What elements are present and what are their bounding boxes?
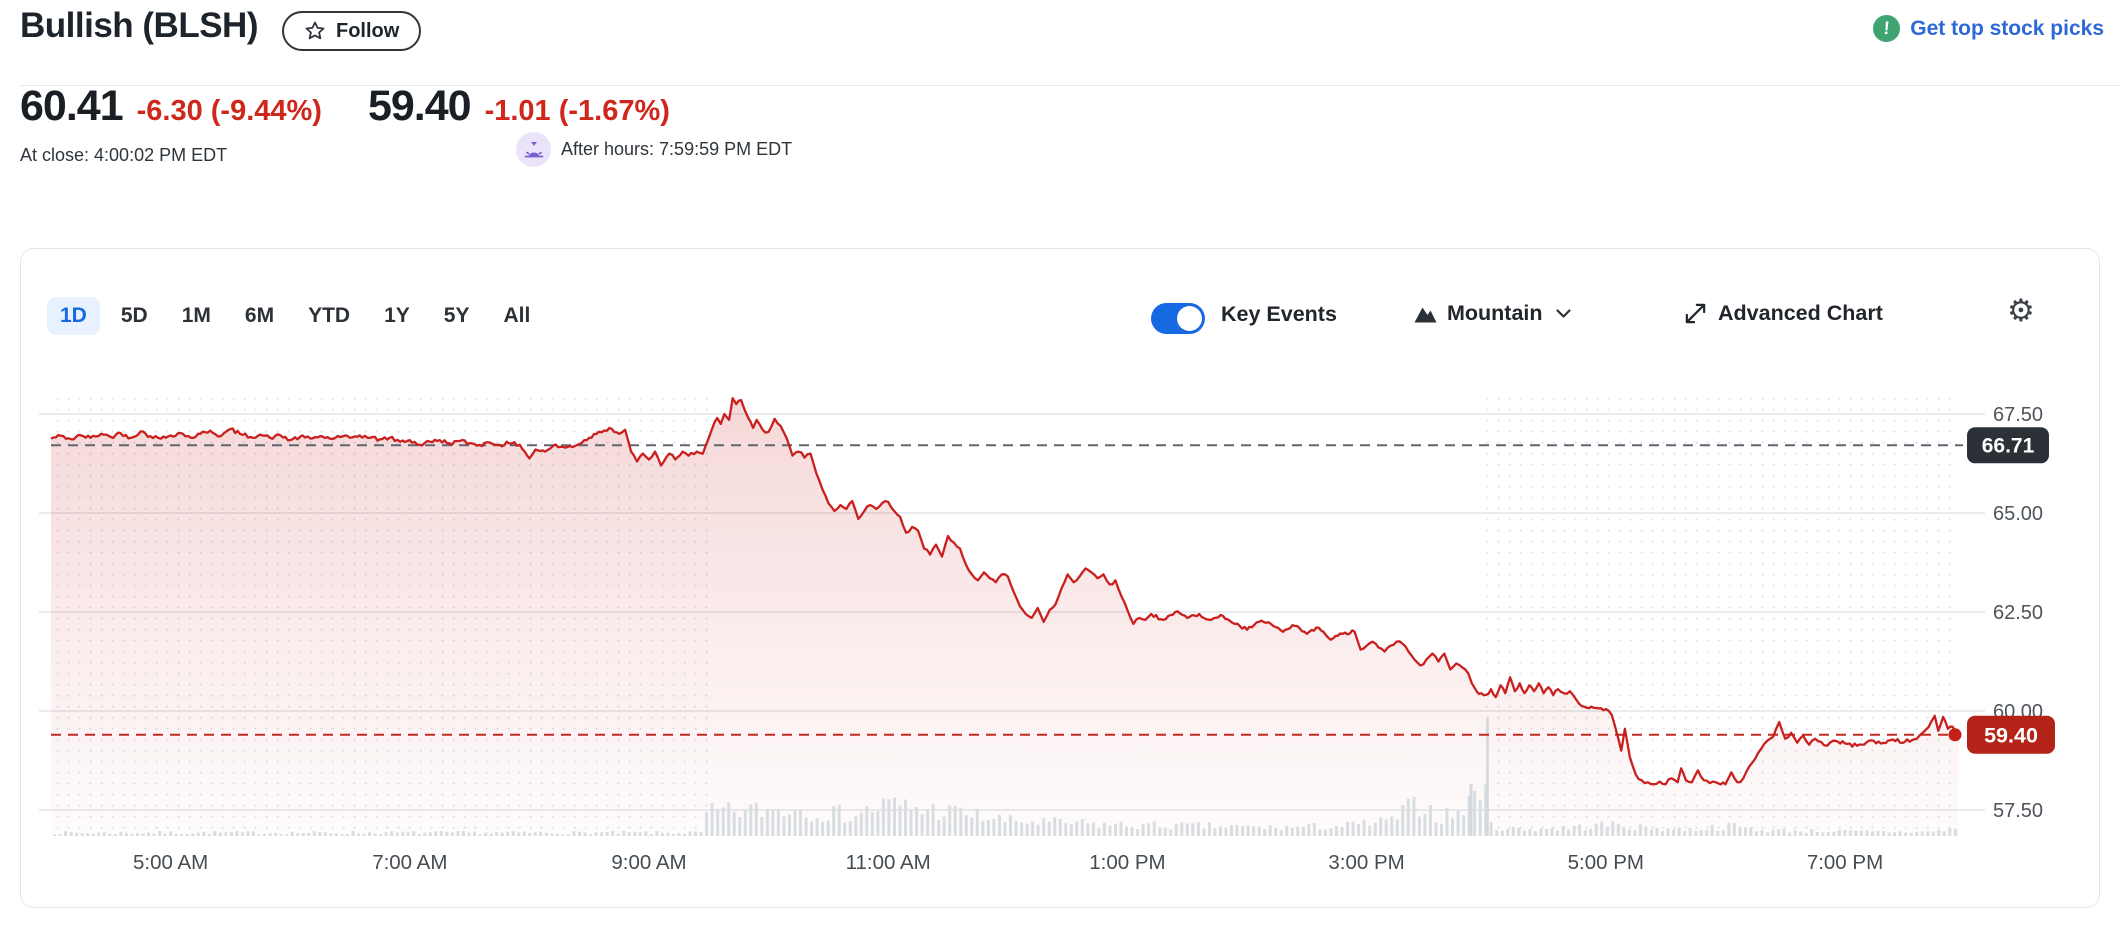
tab-ytd[interactable]: YTD bbox=[308, 304, 351, 327]
last-price-dot bbox=[1948, 728, 1962, 742]
price-line bbox=[50, 397, 1960, 786]
svg-text:67.50: 67.50 bbox=[1993, 404, 2043, 426]
range-tabs: 1D 5D 1M 6M YTD 1Y 5Y All bbox=[47, 297, 543, 335]
chart-type-label: Mountain bbox=[1447, 301, 1543, 325]
regular-price: 60.41 bbox=[20, 82, 124, 130]
svg-text:3:00 PM: 3:00 PM bbox=[1328, 851, 1404, 874]
svg-text:7:00 AM: 7:00 AM bbox=[372, 851, 447, 874]
expand-arrows-icon bbox=[1683, 301, 1708, 326]
mountain-icon bbox=[1413, 303, 1438, 324]
advanced-chart-button[interactable]: Advanced Chart bbox=[1683, 301, 1883, 326]
volume-bars bbox=[53, 718, 1957, 836]
after-hours-label: After hours: 7:59:59 PM EDT bbox=[561, 139, 793, 159]
price-row: 60.41 -6.30 (-9.44%) 59.40 -1.01 (-1.67%… bbox=[20, 82, 670, 131]
tab-6m[interactable]: 6M bbox=[244, 304, 275, 327]
tab-1y[interactable]: 1Y bbox=[384, 304, 410, 327]
gear-icon[interactable]: ⚙ bbox=[2007, 293, 2035, 329]
key-events-toggle[interactable] bbox=[1151, 303, 1205, 334]
svg-text:11:00 AM: 11:00 AM bbox=[846, 851, 931, 874]
tab-all[interactable]: All bbox=[503, 304, 531, 327]
previous-close-badge: 66.71 bbox=[1967, 427, 2049, 464]
chevron-down-icon bbox=[1555, 308, 1572, 319]
area-fill bbox=[51, 398, 1959, 836]
after-hours-session: After hours: 7:59:59 PM EDT bbox=[516, 132, 792, 167]
svg-text:62.50: 62.50 bbox=[1993, 602, 2043, 624]
at-close-label: At close: 4:00:02 PM EDT bbox=[20, 144, 228, 165]
svg-text:57.50: 57.50 bbox=[1993, 800, 2043, 822]
star-icon bbox=[304, 20, 326, 42]
key-events-label: Key Events bbox=[1221, 302, 1337, 326]
svg-text:5:00 AM: 5:00 AM bbox=[133, 851, 208, 874]
chart-type-dropdown[interactable]: Mountain bbox=[1413, 301, 1572, 326]
svg-text:9:00 AM: 9:00 AM bbox=[611, 851, 686, 874]
advanced-chart-label: Advanced Chart bbox=[1718, 301, 1883, 325]
svg-text:65.00: 65.00 bbox=[1993, 503, 2043, 525]
after-hours-change: -1.01 (-1.67%) bbox=[484, 95, 670, 127]
header-divider bbox=[20, 85, 2120, 86]
toggle-knob bbox=[1177, 306, 1202, 331]
tab-5d[interactable]: 5D bbox=[120, 304, 148, 327]
tab-5y[interactable]: 5Y bbox=[443, 304, 470, 327]
tab-1d[interactable]: 1D bbox=[47, 297, 100, 335]
svg-text:66.71: 66.71 bbox=[1982, 434, 2035, 457]
follow-button[interactable]: Follow bbox=[282, 11, 422, 51]
chart-card: 1D 5D 1M 6M YTD 1Y 5Y All Key Events Mou… bbox=[20, 248, 2100, 908]
last-price-badge: 59.40 bbox=[1967, 715, 2055, 754]
svg-text:7:00 PM: 7:00 PM bbox=[1807, 851, 1883, 874]
svg-text:59.40: 59.40 bbox=[1984, 723, 2038, 747]
svg-text:5:00 PM: 5:00 PM bbox=[1568, 851, 1644, 874]
svg-text:1:00 PM: 1:00 PM bbox=[1089, 851, 1165, 874]
regular-change: -6.30 (-9.44%) bbox=[136, 95, 322, 127]
moon-sunset-icon bbox=[516, 132, 551, 167]
stock-picks-icon: ! bbox=[1871, 13, 1902, 44]
page-title: Bullish (BLSH) bbox=[20, 6, 258, 45]
get-top-stock-picks-link[interactable]: ! Get top stock picks bbox=[1871, 13, 2104, 44]
after-hours-price: 59.40 bbox=[367, 82, 472, 130]
tab-1m[interactable]: 1M bbox=[181, 304, 211, 327]
x-axis-labels: 5:00 AM 7:00 AM 9:00 AM 11:00 AM 1:00 PM 3:00… bbox=[133, 851, 1883, 874]
stock-picks-label: Get top stock picks bbox=[1910, 16, 2104, 40]
follow-label: Follow bbox=[336, 19, 400, 42]
